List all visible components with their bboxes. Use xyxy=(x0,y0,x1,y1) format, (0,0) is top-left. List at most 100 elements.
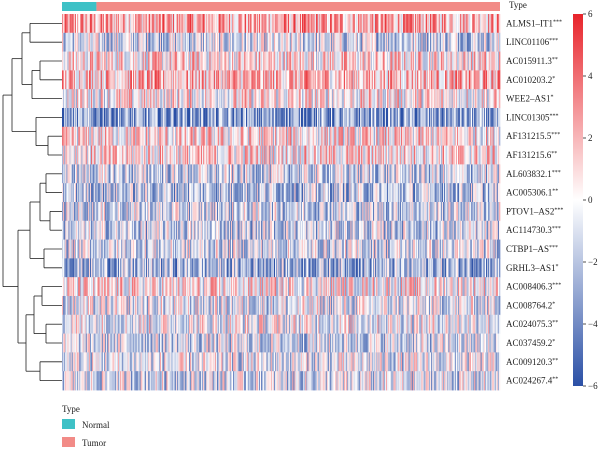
heatmap-cell xyxy=(129,145,132,165)
heatmap-cell xyxy=(408,51,410,71)
heatmap-cell xyxy=(159,126,162,146)
heatmap-cell xyxy=(244,183,247,203)
heatmap-cell xyxy=(430,70,432,90)
heatmap-cell xyxy=(134,108,136,128)
heatmap-cell xyxy=(392,14,394,34)
heatmap-cell xyxy=(64,220,66,240)
heatmap-cell xyxy=(337,51,339,71)
heatmap-cell xyxy=(74,70,77,90)
heatmap-cell xyxy=(77,183,79,203)
heatmap-cell xyxy=(223,126,225,146)
heatmap-cell xyxy=(444,202,446,222)
heatmap-cell xyxy=(328,202,331,222)
heatmap-cell xyxy=(196,183,198,203)
heatmap-cell xyxy=(445,126,447,146)
heatmap-cell xyxy=(433,183,435,203)
heatmap-cell xyxy=(167,70,169,90)
heatmap-cell xyxy=(284,164,287,184)
heatmap-cell xyxy=(363,14,365,34)
heatmap-cell xyxy=(80,202,82,222)
heatmap-cell xyxy=(258,183,261,203)
heatmap-cell xyxy=(202,51,205,71)
heatmap-cell xyxy=(177,108,179,128)
heatmap-cell xyxy=(200,14,203,34)
heatmap-cell xyxy=(353,70,356,90)
heatmap-cell xyxy=(184,70,187,90)
heatmap-cell xyxy=(343,51,346,71)
heatmap-cell xyxy=(135,126,137,146)
heatmap-cell xyxy=(446,70,448,90)
heatmap-cell xyxy=(392,183,394,203)
heatmap-cell xyxy=(436,51,438,71)
heatmap-cell xyxy=(498,145,501,165)
heatmap-cell xyxy=(223,145,225,165)
heatmap-cell xyxy=(166,70,168,90)
heatmap-cell xyxy=(136,202,138,222)
heatmap-cell xyxy=(296,145,299,165)
heatmap-cell xyxy=(227,220,230,240)
heatmap-cell xyxy=(428,126,431,146)
heatmap-cell xyxy=(249,70,251,90)
heatmap-cell xyxy=(403,32,405,52)
heatmap-cell xyxy=(210,202,212,222)
heatmap-cell xyxy=(398,145,401,165)
heatmap-cell xyxy=(417,126,419,146)
heatmap-cell xyxy=(475,89,477,109)
heatmap-cell xyxy=(122,89,124,109)
heatmap-cell xyxy=(465,89,467,109)
heatmap-cell xyxy=(495,220,498,240)
heatmap-cell xyxy=(248,51,250,71)
heatmap-cell xyxy=(137,32,139,52)
heatmap-cell xyxy=(135,145,137,165)
heatmap-cell xyxy=(354,70,357,90)
heatmap-cell xyxy=(348,51,350,71)
heatmap-cell xyxy=(164,126,166,146)
heatmap-cell xyxy=(298,126,301,146)
heatmap-cell xyxy=(438,14,441,34)
heatmap-cell xyxy=(312,164,315,184)
heatmap-cell xyxy=(263,220,265,240)
heatmap-cell xyxy=(450,183,452,203)
heatmap-cell xyxy=(420,32,422,52)
heatmap-cell xyxy=(399,126,402,146)
heatmap-cell xyxy=(433,108,435,128)
heatmap-cell xyxy=(342,202,345,222)
heatmap-cell xyxy=(286,202,289,222)
heatmap-cell xyxy=(225,14,228,34)
heatmap-cell xyxy=(239,51,241,71)
heatmap-cell xyxy=(240,108,243,128)
heatmap-cell xyxy=(184,32,187,52)
heatmap-cell xyxy=(181,108,183,128)
heatmap-cell xyxy=(340,164,343,184)
heatmap-cell xyxy=(68,183,70,203)
heatmap-cell xyxy=(419,51,421,71)
heatmap-cell xyxy=(168,89,170,109)
heatmap-cell xyxy=(340,89,343,109)
heatmap-cell xyxy=(244,108,247,128)
heatmap-cell xyxy=(227,145,230,165)
heatmap-cell xyxy=(179,32,181,52)
heatmap-cell xyxy=(367,145,370,165)
heatmap-cell xyxy=(321,89,323,109)
heatmap-cell xyxy=(293,183,295,203)
heatmap-cell xyxy=(481,32,484,52)
heatmap-cell xyxy=(356,202,359,222)
heatmap-cell xyxy=(142,70,145,90)
heatmap-cell xyxy=(169,202,172,222)
heatmap-cell xyxy=(305,126,307,146)
heatmap-cell xyxy=(226,70,229,90)
heatmap-cell xyxy=(164,108,166,128)
heatmap-cell xyxy=(178,14,180,34)
heatmap-cell xyxy=(270,89,273,109)
heatmap-cell xyxy=(152,145,154,165)
heatmap-cell xyxy=(388,202,390,222)
heatmap-cell xyxy=(289,70,291,90)
heatmap-cell xyxy=(445,145,447,165)
heatmap-cell xyxy=(448,145,450,165)
heatmap-cell xyxy=(178,51,180,71)
heatmap-cell xyxy=(481,89,484,109)
heatmap-cell xyxy=(212,14,215,34)
heatmap-cell xyxy=(281,220,283,240)
heatmap-cell xyxy=(456,14,459,34)
heatmap-cell xyxy=(242,220,245,240)
